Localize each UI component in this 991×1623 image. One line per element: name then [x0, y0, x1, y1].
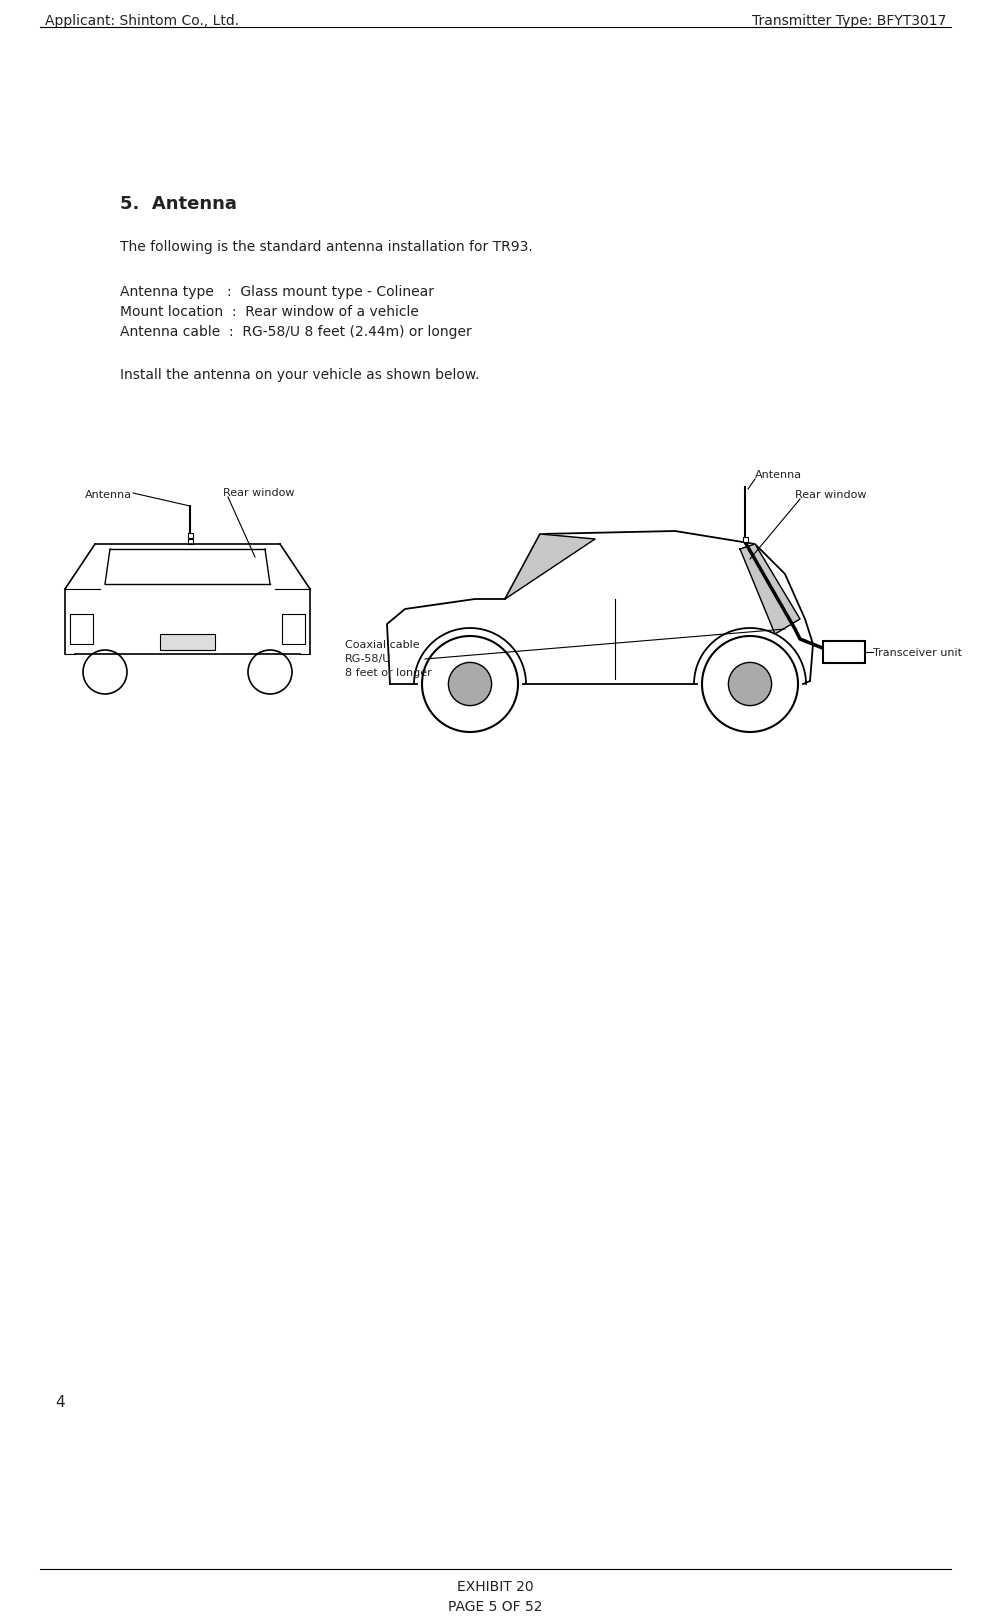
- Bar: [823, 641, 865, 664]
- Text: Mount location  :  Rear window of a vehicle: Mount location : Rear window of a vehicl…: [120, 305, 419, 318]
- Text: Rear window: Rear window: [795, 490, 866, 500]
- Bar: [282, 615, 305, 644]
- Polygon shape: [505, 534, 595, 599]
- Bar: [742, 537, 747, 542]
- Text: Transceiver unit: Transceiver unit: [873, 648, 962, 657]
- Circle shape: [248, 651, 292, 695]
- Circle shape: [83, 651, 127, 695]
- Text: Antenna: Antenna: [755, 469, 802, 480]
- Circle shape: [702, 636, 798, 732]
- Text: Coaxial cable
RG-58/U
8 feet or longer: Coaxial cable RG-58/U 8 feet or longer: [345, 639, 432, 677]
- Circle shape: [422, 636, 518, 732]
- Text: EXHIBIT 20: EXHIBIT 20: [457, 1579, 533, 1594]
- Bar: [187, 540, 192, 545]
- Text: The following is the standard antenna installation for TR93.: The following is the standard antenna in…: [120, 240, 533, 253]
- Bar: [70, 615, 93, 644]
- Text: Install the antenna on your vehicle as shown below.: Install the antenna on your vehicle as s…: [120, 368, 480, 381]
- Text: Rear window: Rear window: [223, 487, 294, 498]
- Circle shape: [728, 662, 772, 706]
- Text: Antenna: Antenna: [85, 490, 132, 500]
- Text: PAGE 5 OF 52: PAGE 5 OF 52: [448, 1599, 542, 1613]
- Text: Antenna cable  :  RG-58/U 8 feet (2.44m) or longer: Antenna cable : RG-58/U 8 feet (2.44m) o…: [120, 325, 472, 339]
- Text: Applicant: Shintom Co., Ltd.: Applicant: Shintom Co., Ltd.: [45, 15, 239, 28]
- Text: 4: 4: [55, 1394, 64, 1409]
- Bar: [187, 534, 192, 539]
- Circle shape: [448, 662, 492, 706]
- Text: Transmitter Type: BFYT3017: Transmitter Type: BFYT3017: [751, 15, 946, 28]
- Polygon shape: [387, 532, 813, 685]
- Bar: [160, 635, 215, 651]
- Polygon shape: [740, 545, 800, 635]
- Text: Antenna type   :  Glass mount type - Colinear: Antenna type : Glass mount type - Coline…: [120, 284, 434, 299]
- Text: 5.  Antenna: 5. Antenna: [120, 195, 237, 213]
